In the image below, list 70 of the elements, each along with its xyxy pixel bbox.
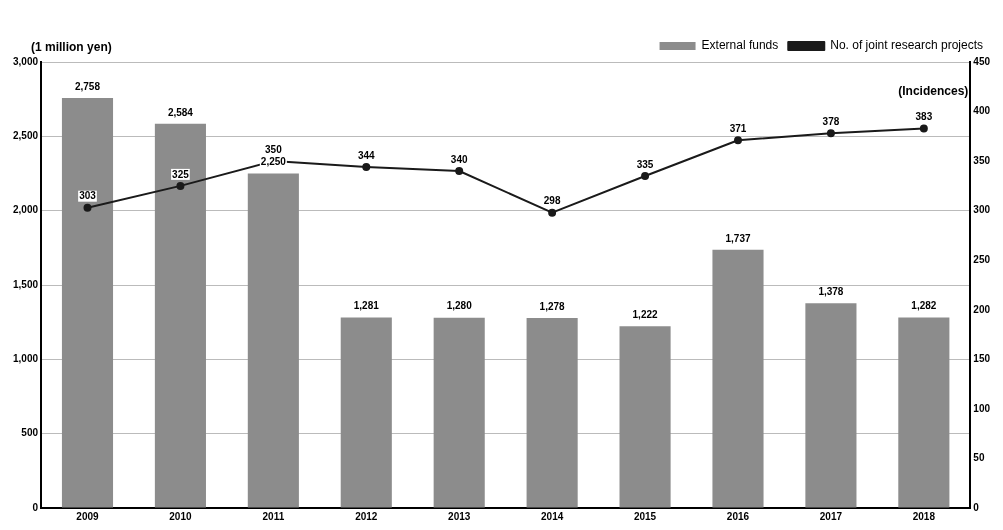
y2-tick-label: 100 [973, 402, 991, 414]
data-label: 298 [543, 195, 561, 207]
y2-tick-label: 150 [973, 353, 991, 365]
bar [898, 317, 950, 508]
point [548, 208, 557, 217]
data-label: 1,281 [353, 300, 380, 312]
x-tick-label: 2018 [912, 510, 936, 522]
data-label: 378 [822, 116, 840, 128]
point [826, 129, 835, 138]
y-tick-label: 500 [21, 427, 39, 439]
data-label: 383 [915, 111, 933, 123]
y-tick-label: 1,500 [12, 278, 39, 290]
y2-tick-label: 0 [973, 501, 980, 513]
data-label: 350 [265, 143, 283, 155]
x-tick-label: 2009 [76, 510, 100, 522]
y2-tick-label: 400 [973, 105, 991, 117]
data-label: 335 [636, 158, 654, 170]
data-label: 1,278 [539, 300, 566, 312]
bar [61, 97, 114, 508]
y2-tick-label: 200 [973, 303, 991, 315]
data-label: 2,584 [167, 106, 194, 118]
x-tick-label: 2013 [448, 510, 471, 522]
bar [154, 123, 206, 508]
point [733, 136, 742, 145]
data-label: 1,737 [725, 232, 751, 244]
y-tick-label: 3,000 [12, 55, 39, 67]
x-tick-label: 2014 [541, 510, 564, 522]
data-label: 325 [172, 168, 190, 180]
bar [340, 317, 392, 508]
data-label: 371 [729, 123, 747, 135]
y2-axis-title: (Incidences) [898, 84, 969, 99]
data-label: 1,280 [446, 300, 473, 312]
y-tick-label: 2,500 [12, 130, 39, 142]
data-label: 2,250 [260, 156, 287, 168]
y-tick-label: 2,000 [12, 204, 39, 216]
y2-tick-label: 50 [973, 452, 985, 464]
y-tick-label: 0 [32, 501, 39, 513]
bar [805, 303, 857, 508]
data-label: 1,378 [818, 285, 844, 297]
bar [433, 317, 485, 508]
y-tick-label: 1,000 [12, 353, 39, 365]
legend-label: No. of joint research projects [830, 38, 984, 53]
bar [712, 249, 764, 508]
y2-tick-label: 450 [973, 55, 991, 67]
x-tick-label: 2016 [726, 510, 750, 522]
point [455, 167, 464, 176]
data-label: 340 [450, 153, 468, 165]
x-tick-label: 2017 [819, 510, 843, 522]
y2-tick-label: 300 [973, 204, 991, 216]
bar [526, 318, 578, 508]
x-tick-label: 2011 [262, 510, 285, 522]
x-tick-label: 2010 [169, 510, 192, 522]
data-label: 1,282 [911, 300, 937, 312]
bar [247, 173, 299, 508]
point [362, 163, 371, 172]
point [83, 203, 92, 212]
x-tick-label: 2012 [355, 510, 378, 522]
y2-tick-label: 250 [973, 253, 991, 265]
data-label: 1,222 [632, 309, 659, 321]
data-label: 344 [357, 149, 376, 161]
y2-tick-label: 350 [973, 154, 991, 166]
x-tick-label: 2015 [633, 510, 657, 522]
bar [619, 326, 671, 508]
point [176, 181, 185, 190]
legend-label: External funds [701, 38, 779, 53]
data-label: 2,758 [74, 80, 101, 92]
data-label: 303 [79, 190, 97, 202]
point [641, 171, 650, 180]
y-axis-title: (1 million yen) [31, 40, 112, 55]
point [919, 124, 928, 133]
